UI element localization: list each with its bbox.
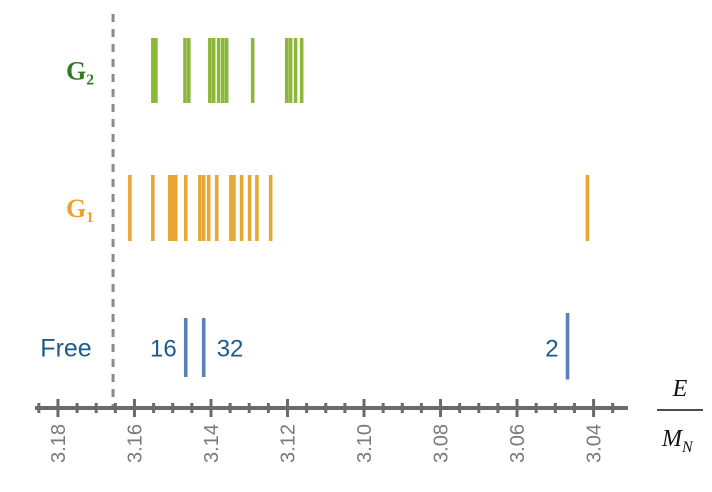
- level-line: [232, 175, 236, 241]
- x-tick-label: 3.10: [354, 424, 376, 463]
- level-line: [293, 38, 298, 103]
- level-line: [154, 38, 158, 103]
- level-line: [151, 38, 155, 103]
- x-tick-label: 3.04: [584, 424, 606, 463]
- data-label: 16: [150, 336, 177, 363]
- x-tick-label: 3.16: [124, 424, 146, 463]
- level-line: [201, 175, 206, 241]
- level-line: [167, 175, 172, 241]
- x-tick-label: 3.08: [431, 424, 453, 463]
- level-line: [183, 38, 187, 103]
- level-line: [128, 175, 132, 241]
- level-line: [183, 318, 188, 377]
- level-line: [208, 38, 212, 103]
- row-label: G₂: [66, 57, 94, 86]
- x-tick-label: 3.18: [48, 424, 70, 463]
- level-line: [216, 38, 221, 103]
- level-line: [229, 175, 233, 241]
- data-label: 2: [545, 336, 558, 363]
- level-line: [214, 175, 219, 241]
- level-line: [221, 38, 225, 103]
- x-tick-label: 3.12: [278, 424, 300, 463]
- level-line: [170, 175, 175, 241]
- level-line: [288, 38, 293, 103]
- data-label: 32: [217, 336, 244, 363]
- row-label: Free: [40, 335, 91, 363]
- denominator-subscript: N: [681, 439, 694, 456]
- level-line: [239, 175, 244, 241]
- level-line: [151, 175, 155, 241]
- level-line: [250, 38, 255, 103]
- x-axis-label-numerator: E: [672, 376, 688, 402]
- level-line: [585, 175, 590, 241]
- level-line: [206, 175, 211, 241]
- level-line: [284, 38, 289, 103]
- level-line: [299, 38, 304, 103]
- level-line: [173, 175, 178, 241]
- row-label: G₁: [66, 194, 94, 223]
- x-tick-label: 3.06: [507, 424, 529, 463]
- x-tick-label: 3.14: [201, 424, 223, 463]
- level-line: [268, 175, 273, 241]
- level-line: [224, 38, 229, 103]
- level-line: [183, 175, 188, 241]
- level-line: [201, 318, 206, 377]
- level-line: [186, 38, 191, 103]
- level-line: [198, 175, 202, 241]
- x-axis-label-denominator: MN: [661, 426, 694, 456]
- level-line: [565, 313, 570, 380]
- denominator-main: M: [661, 426, 684, 452]
- level-line: [255, 175, 259, 241]
- level-line: [211, 38, 216, 103]
- level-line: [247, 175, 252, 241]
